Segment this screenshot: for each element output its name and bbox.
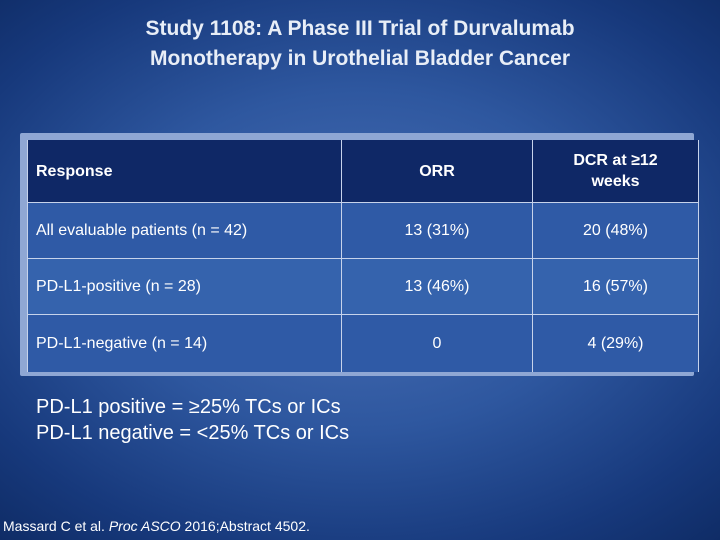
slide-title-line-1: Study 1108: A Phase III Trial of Durvalu… xyxy=(145,17,575,40)
pd-l1-negative-definition: PD-L1 negative = <25% TCs or ICs xyxy=(36,422,350,444)
header-dcr-line-2: weeks xyxy=(591,173,640,190)
row-orr: 13 (31%) xyxy=(341,202,533,259)
row-label: PD-L1-negative (n = 14) xyxy=(27,314,342,372)
table-row: PD-L1-negative (n = 14) 0 4 (29%) xyxy=(27,314,699,372)
header-orr: ORR xyxy=(341,140,533,203)
row-dcr: 16 (57%) xyxy=(532,258,699,315)
row-orr: 13 (46%) xyxy=(341,258,533,315)
citation-detail: 2016;Abstract 4502. xyxy=(180,518,310,534)
row-label: All evaluable patients (n = 42) xyxy=(27,202,342,259)
table-header-row: Response ORR DCR at ≥12 weeks xyxy=(27,140,699,203)
row-label: PD-L1-positive (n = 28) xyxy=(27,258,342,315)
row-dcr: 4 (29%) xyxy=(532,314,699,372)
table-row: PD-L1-positive (n = 28) 13 (46%) 16 (57%… xyxy=(27,258,699,315)
header-dcr-line-1: DCR at ≥12 xyxy=(573,152,658,169)
pd-l1-positive-definition: PD-L1 positive = ≥25% TCs or ICs xyxy=(36,396,341,418)
table-row: All evaluable patients (n = 42) 13 (31%)… xyxy=(27,202,699,259)
citation-journal: Proc ASCO xyxy=(108,518,181,534)
row-orr: 0 xyxy=(341,314,533,372)
header-response: Response xyxy=(27,140,342,203)
response-table: Response ORR DCR at ≥12 weeks All evalua… xyxy=(27,140,699,372)
header-dcr: DCR at ≥12 weeks xyxy=(532,140,699,203)
pd-l1-definitions: PD-L1 positive = ≥25% TCs or ICs PD-L1 n… xyxy=(36,394,349,446)
slide-title-line-2: Monotherapy in Urothelial Bladder Cancer xyxy=(149,47,571,70)
slide-title: Study 1108: A Phase III Trial of Durvalu… xyxy=(40,14,680,74)
citation-authors: Massard C et al. xyxy=(3,518,109,534)
citation: Massard C et al. Proc ASCO 2016;Abstract… xyxy=(3,518,310,534)
row-dcr: 20 (48%) xyxy=(532,202,699,259)
